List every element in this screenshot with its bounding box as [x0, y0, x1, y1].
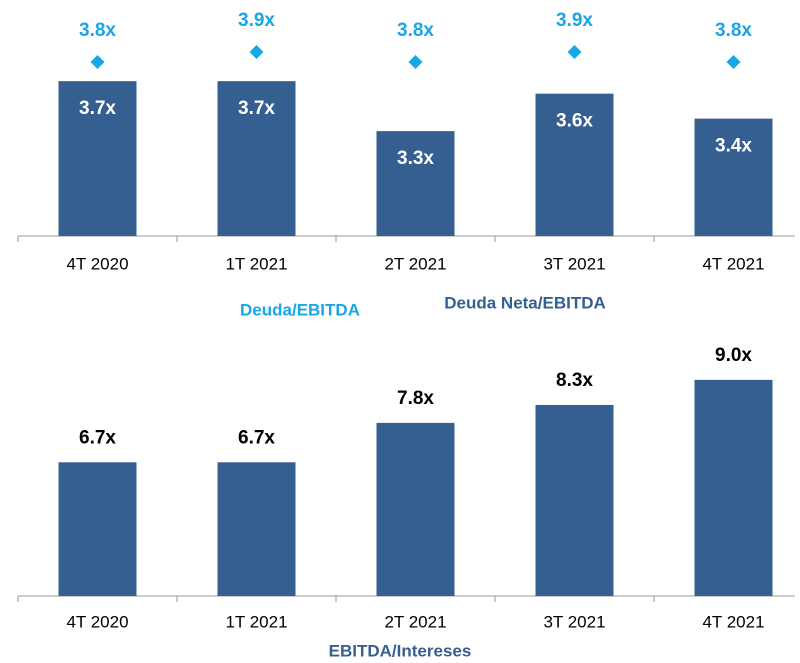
diamond-marker	[726, 55, 741, 69]
bar	[376, 131, 455, 236]
value-label: 3.3x	[397, 148, 434, 169]
value-label: 3.6x	[556, 111, 593, 132]
bar	[535, 93, 614, 237]
value-label: 3.7x	[238, 98, 275, 119]
value-label: 3.8x	[715, 20, 752, 41]
bar	[58, 462, 137, 596]
bar	[217, 462, 296, 596]
value-label: 3.9x	[238, 10, 275, 31]
x-tick-label: 4T 2020	[66, 254, 128, 273]
value-label: 6.7x	[238, 427, 275, 448]
bar	[376, 422, 455, 596]
legend-label: Deuda/EBITDA	[240, 300, 360, 319]
diamond-marker	[408, 55, 423, 69]
value-label: 9.0x	[715, 345, 752, 366]
bar	[694, 379, 773, 596]
x-tick-label: 4T 2021	[702, 612, 764, 631]
x-tick-label: 2T 2021	[384, 612, 446, 631]
value-label: 3.8x	[79, 20, 116, 41]
x-tick-label: 4T 2021	[702, 254, 764, 273]
value-label: 7.8x	[397, 388, 434, 409]
x-tick-label: 1T 2021	[225, 612, 287, 631]
value-label: 3.4x	[715, 136, 752, 157]
value-label: 8.3x	[556, 370, 593, 391]
x-tick-label: 2T 2021	[384, 254, 446, 273]
bar	[694, 118, 773, 236]
legend-label: Deuda Neta/EBITDA	[444, 293, 606, 312]
x-tick-label: 1T 2021	[225, 254, 287, 273]
bar	[535, 404, 614, 596]
diamond-marker	[567, 45, 582, 59]
x-tick-label: 4T 2020	[66, 612, 128, 631]
x-tick-label: 3T 2021	[543, 254, 605, 273]
value-label: 3.9x	[556, 10, 593, 31]
bar	[58, 81, 137, 236]
bar	[217, 81, 296, 236]
value-label: 3.7x	[79, 98, 116, 119]
legend-label: EBITDA/Intereses	[329, 641, 472, 660]
x-tick-label: 3T 2021	[543, 612, 605, 631]
value-label: 3.8x	[397, 20, 434, 41]
value-label: 6.7x	[79, 427, 116, 448]
diamond-marker	[90, 55, 105, 69]
diamond-marker	[249, 45, 264, 59]
